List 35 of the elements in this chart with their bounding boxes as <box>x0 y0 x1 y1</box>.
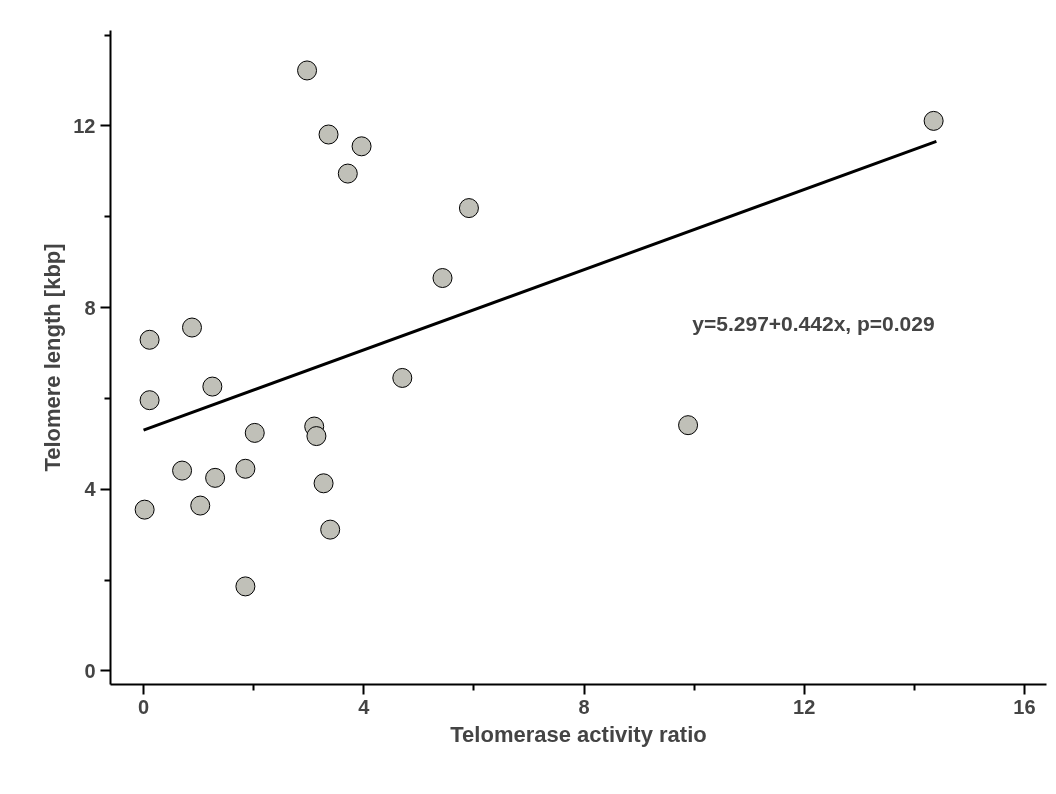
y-tick-label: 12 <box>73 114 96 137</box>
point <box>923 110 944 131</box>
point <box>297 60 318 81</box>
point <box>172 460 193 481</box>
point <box>392 367 413 388</box>
x-tick-label: 4 <box>358 695 371 718</box>
y-tick-label: 0 <box>84 659 96 682</box>
y-axis-title: Telomere length [kbp] <box>40 243 66 472</box>
point <box>205 467 226 488</box>
point <box>320 519 341 540</box>
point <box>318 124 339 145</box>
x-tick-label: 0 <box>137 695 150 718</box>
point <box>678 415 699 436</box>
y-tick-label: 8 <box>84 296 96 319</box>
point <box>134 499 155 520</box>
point <box>235 576 256 597</box>
y-tick-label: 4 <box>84 478 97 501</box>
point <box>190 495 211 516</box>
point <box>306 426 327 447</box>
point <box>139 390 160 411</box>
point <box>181 317 202 338</box>
point <box>337 163 358 184</box>
x-tick-label: 8 <box>578 695 590 718</box>
point <box>244 422 265 443</box>
x-axis-title: Telomerase activity ratio <box>450 721 707 747</box>
point <box>313 473 334 494</box>
point <box>139 329 160 350</box>
point <box>202 376 223 397</box>
x-tick-label: 16 <box>1013 695 1036 718</box>
x-tick-label: 12 <box>793 695 816 718</box>
annotation: y=5.297+0.442x, p=0.029 <box>692 311 935 335</box>
point <box>351 136 372 157</box>
point <box>235 458 256 479</box>
point <box>432 268 453 288</box>
point <box>458 198 479 219</box>
